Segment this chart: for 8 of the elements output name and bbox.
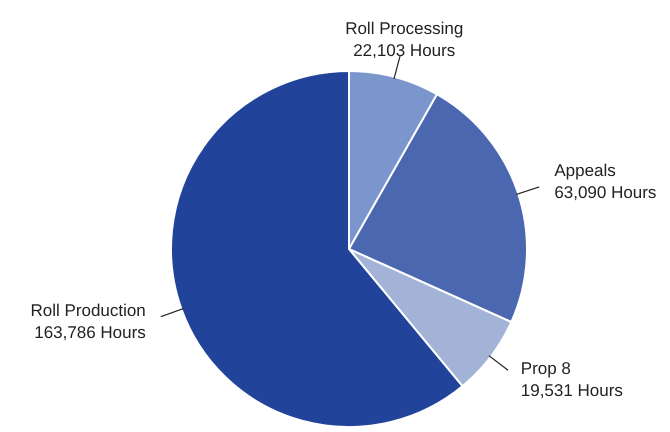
slice-label: Prop 8: [520, 358, 571, 378]
data-label: 63,090 Hours: [554, 182, 656, 202]
data-label: 19,531 Hours: [520, 380, 623, 400]
slice-label: Appeals: [554, 160, 616, 180]
slice-label: Roll Production: [30, 301, 146, 320]
slice-label: Roll Processing: [345, 19, 464, 38]
data-label: 22,103 Hours: [353, 41, 456, 60]
data-label: 163,786 Hours: [34, 323, 146, 342]
